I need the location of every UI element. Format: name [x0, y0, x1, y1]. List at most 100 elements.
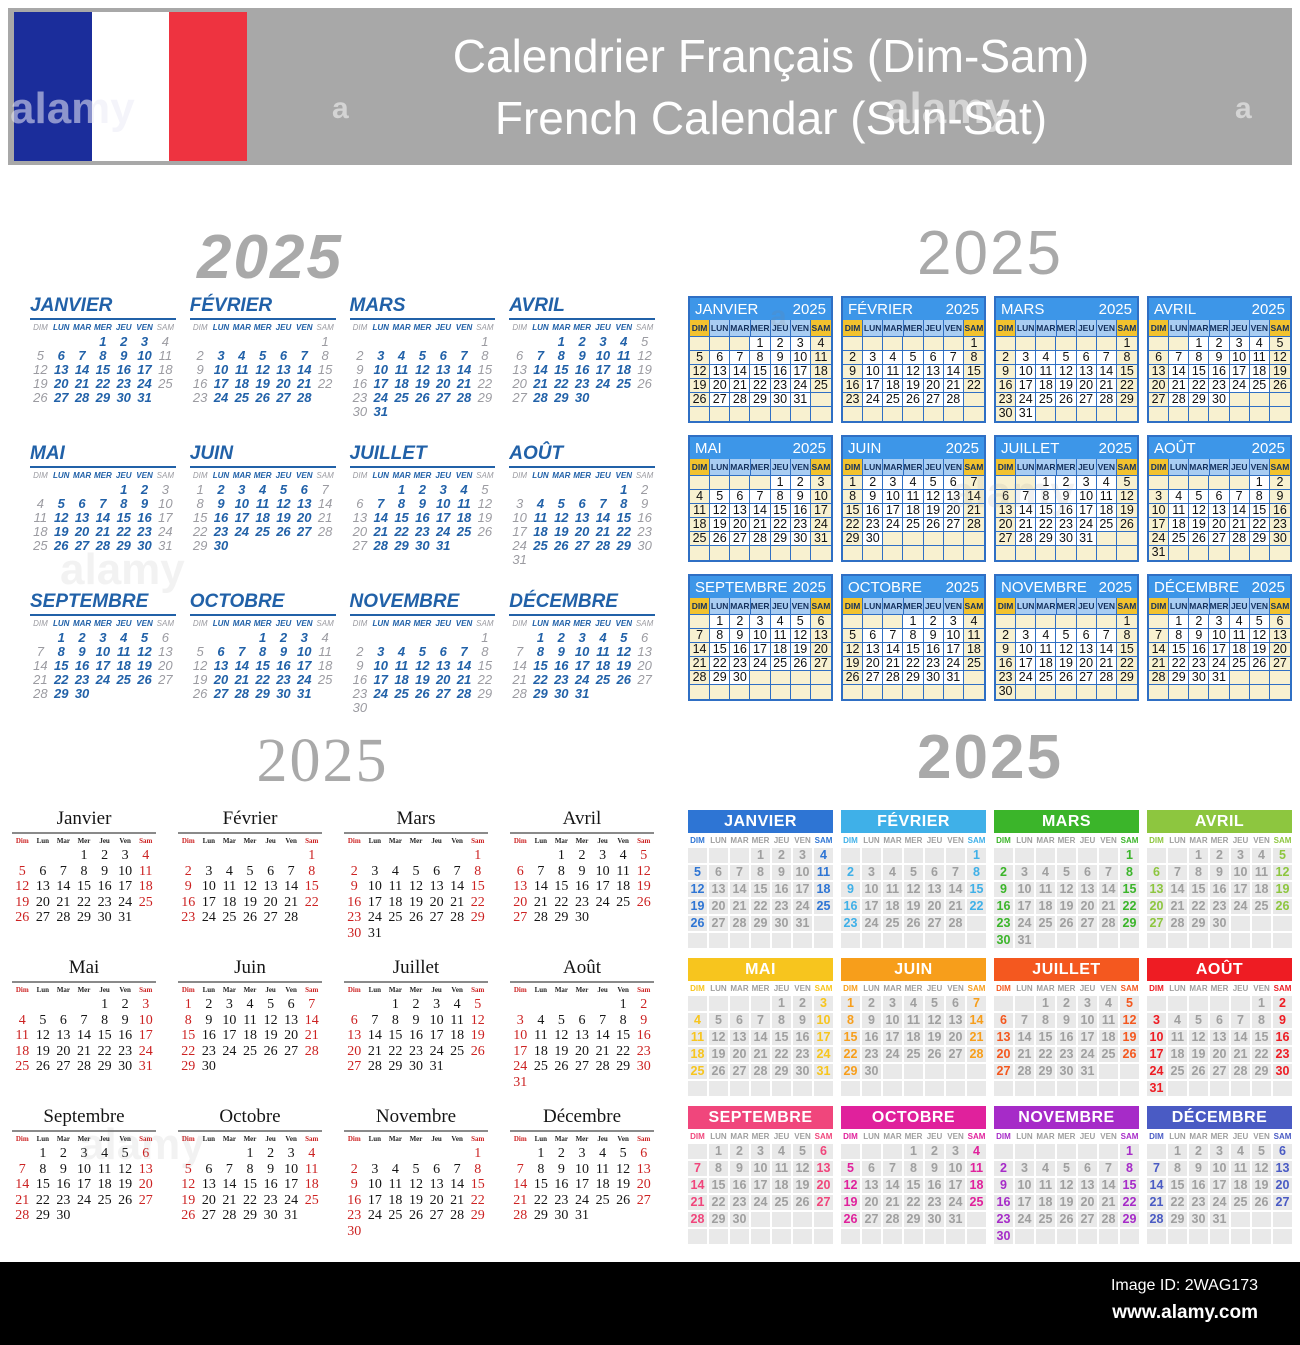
- weekday-label: Dim: [181, 837, 195, 845]
- day-cell: 21: [56, 894, 71, 910]
- day-cell: 11: [967, 1161, 986, 1176]
- empty-cell: [74, 926, 95, 942]
- day-cell: 11: [1249, 351, 1270, 365]
- day-cell: 22: [477, 376, 493, 391]
- day-cell: 8: [196, 496, 204, 511]
- weekday-header-row: DIM LUN MAR MER JEU VEN SAM: [688, 833, 833, 848]
- month-header: JUILLET 2025: [996, 437, 1137, 459]
- day-cell: 20: [637, 658, 652, 673]
- day-cell: 11: [1096, 490, 1117, 504]
- month-header: JUIN 2025: [843, 437, 984, 459]
- day-cell: 7: [80, 1012, 88, 1028]
- day-cell: 9: [350, 1177, 358, 1192]
- day-cell: 17: [513, 1043, 528, 1059]
- day-cell: 27: [574, 1059, 589, 1074]
- day-cell: 31: [1015, 933, 1034, 948]
- day-cell: 24: [201, 910, 216, 925]
- empty-cell: [260, 848, 281, 864]
- day-cell: 20: [996, 518, 1017, 532]
- day-cell: 28: [963, 518, 984, 532]
- weekday-label: Dim: [347, 1135, 361, 1143]
- day-cell: 20: [730, 1047, 749, 1062]
- day-cell: 26: [1189, 1064, 1208, 1079]
- day-cell: 3: [1210, 1144, 1229, 1159]
- day-cell: 22: [1116, 657, 1137, 671]
- day-grid: 1 2 3 4 5 6 7 8 9 10 11 12 13 14 15 16 17 18 19 20 21 22 23 24 2…: [688, 848, 833, 948]
- day-cell: 26: [1249, 657, 1270, 671]
- day-cell: 6: [516, 863, 524, 879]
- day-cell: 18: [616, 362, 631, 377]
- day-cell: 8: [967, 865, 986, 880]
- day-cell: 4: [810, 337, 831, 351]
- day-cell: 23: [925, 1195, 944, 1210]
- day-cell: 17: [814, 1030, 833, 1045]
- month-header: DÉCEMBRE: [1147, 1106, 1292, 1129]
- day-cell: 22: [192, 524, 208, 539]
- day-cell: 26: [408, 1208, 423, 1223]
- day-cell: 11: [457, 496, 471, 511]
- day-cell: 23: [772, 899, 791, 914]
- day-cell: 15: [477, 658, 493, 673]
- day-cell: 18: [688, 1047, 707, 1062]
- day-cell: 21: [883, 1195, 902, 1210]
- day-cell: 20: [730, 518, 751, 532]
- weekday-label: SAM: [1269, 598, 1290, 615]
- day-cell: 16: [352, 672, 368, 687]
- empty-cell: [365, 1146, 386, 1162]
- day-cell: 15: [255, 658, 270, 673]
- day-cell: 23: [996, 393, 1017, 407]
- day-cell: 7: [36, 644, 45, 659]
- day-cell: 14: [1231, 1030, 1250, 1045]
- weekday-label: JEU: [773, 984, 790, 993]
- day-grid: 1 2 3 4 5 6 7 8 9 10 11 12 13 14 15 16 17 18 19 20 21 22 23 24 2…: [994, 996, 1139, 1096]
- empty-cell: [406, 1224, 427, 1240]
- month-header: DÉCEMBRE 2025: [1149, 576, 1290, 598]
- day-cell: 18: [883, 899, 902, 914]
- day-cell: 21: [533, 894, 548, 910]
- day-cell: 13: [862, 1178, 881, 1193]
- day-cell: 2: [1210, 848, 1229, 863]
- day-cell: 1: [1036, 996, 1055, 1011]
- day-cell: 8: [321, 348, 329, 363]
- day-cell: 30: [574, 390, 590, 405]
- day-cell: 10: [367, 1177, 382, 1192]
- weekday-label: JEU: [435, 471, 451, 480]
- day-cell: 28: [688, 1212, 707, 1227]
- empty-cell: [883, 1229, 902, 1244]
- empty-cell: [551, 701, 572, 715]
- month-card-octobre: Octobre Dim Lun Mar Mer Jeu Ven Sam 1 2 3 4 5 6 7 8 9 10 1…: [178, 1106, 322, 1239]
- day-cell: 23: [1269, 518, 1290, 532]
- day-cell: 4: [308, 1146, 316, 1161]
- empty-cell: [115, 1208, 136, 1224]
- day-cell: 12: [616, 1161, 631, 1177]
- weekday-label: Lun: [36, 1135, 50, 1143]
- weekday-label: SAM: [476, 619, 494, 628]
- day-cell: 3: [371, 863, 379, 879]
- weekday-label: SAM: [967, 984, 986, 993]
- empty-cell: [810, 546, 831, 560]
- day-cell: 18: [690, 518, 711, 532]
- day-cell: 21: [15, 1192, 30, 1208]
- empty-cell: [1169, 685, 1190, 699]
- day-cell: 26: [263, 1043, 278, 1059]
- empty-cell: [613, 1075, 634, 1091]
- day-cell: 5: [184, 1161, 192, 1177]
- day-grid: 1 2 3 4 5 6 7 8 9 10 11 12 13 14 15 16 17 18 19 20 21 22 23 24 2…: [994, 848, 1139, 948]
- day-cell: 23: [730, 1195, 749, 1210]
- day-cell: 10: [790, 351, 811, 365]
- day-cell: 2: [863, 476, 884, 490]
- weekday-label: LUN: [53, 619, 70, 628]
- day-cell: 14: [533, 362, 548, 377]
- day-cell: 24: [1076, 518, 1097, 532]
- empty-cell: [1189, 996, 1208, 1011]
- weekday-label: MER: [751, 1132, 770, 1141]
- day-cell: 16: [862, 1030, 881, 1045]
- day-cell: 24: [814, 1047, 833, 1062]
- day-cell: 6: [925, 865, 944, 880]
- day-cell: 19: [1269, 365, 1290, 379]
- day-cell: 20: [862, 1195, 881, 1210]
- day-cell: 23: [730, 657, 751, 671]
- day-cell: 10: [201, 879, 216, 894]
- day-cell: 26: [53, 538, 69, 553]
- day-cell: 7: [78, 348, 86, 363]
